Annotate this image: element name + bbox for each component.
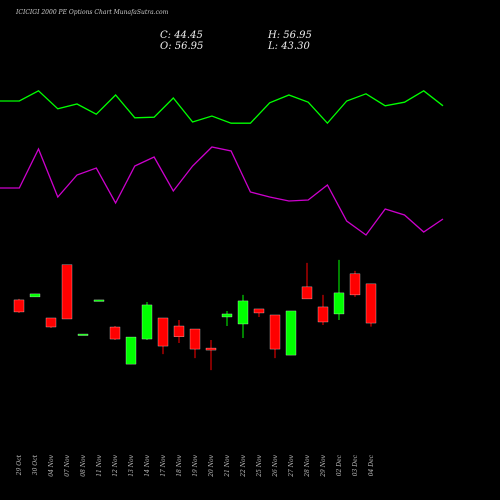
x-tick-label: 04 Dec	[368, 454, 375, 476]
x-tick-label: 04 Nov	[48, 454, 55, 476]
candle-body	[189, 328, 201, 350]
x-tick-label: 28 Nov	[304, 454, 311, 477]
candle-body	[109, 326, 121, 340]
x-tick-label: 13 Nov	[128, 454, 135, 476]
x-tick-label: 20 Nov	[208, 454, 215, 477]
x-tick-label: 25 Nov	[256, 454, 263, 477]
candle-body	[205, 347, 217, 351]
x-tick-label: 14 Nov	[144, 454, 151, 476]
x-tick-label: 21 Nov	[224, 454, 231, 477]
low-label: L: 43.30	[267, 41, 310, 52]
x-tick-label: 12 Nov	[112, 454, 119, 476]
x-tick-label: 18 Nov	[176, 454, 183, 476]
candle-body	[125, 336, 137, 365]
candle-body	[301, 286, 313, 300]
x-tick-label: 29 Nov	[320, 454, 327, 477]
candle-body	[317, 306, 329, 323]
x-tick-label: 19 Nov	[192, 454, 199, 476]
candle-body	[237, 300, 249, 325]
x-tick-label: 02 Dec	[336, 454, 343, 476]
candle-body	[349, 273, 361, 296]
x-tick-label: 29 Oct	[16, 454, 23, 476]
indicator-line	[0, 90, 444, 125]
x-tick-label: 26 Nov	[272, 454, 279, 477]
candle-body	[365, 283, 377, 324]
x-tick-label: 17 Nov	[160, 454, 167, 476]
x-tick-label: 03 Dec	[352, 454, 359, 476]
x-tick-label: 22 Nov	[240, 454, 247, 477]
candle-body	[45, 317, 57, 328]
open-label: O: 56.95	[160, 41, 203, 52]
x-tick-label: 07 Nov	[64, 454, 71, 476]
candle-body	[253, 308, 265, 314]
candle-body	[157, 317, 169, 347]
x-tick-label: 11 Nov	[96, 454, 103, 476]
high-label: H: 56.95	[267, 30, 312, 41]
candle-body	[141, 304, 153, 340]
candle-body	[269, 314, 281, 350]
chart-title: ICICIGI 2000 PE Options Chart MunafaSutr…	[15, 9, 169, 16]
candle-body	[77, 333, 89, 336]
x-tick-label: 27 Nov	[288, 454, 295, 477]
candle-body	[93, 299, 105, 302]
candle-body	[29, 293, 41, 298]
x-tick-label: 08 Nov	[80, 454, 87, 476]
candle-body	[13, 299, 25, 313]
candle-body	[221, 313, 233, 318]
candle-body	[61, 264, 73, 320]
candle-body	[333, 292, 345, 315]
indicator-line	[0, 146, 444, 236]
close-label: C: 44.45	[160, 30, 203, 41]
candle-body	[173, 325, 185, 337]
candle-body	[285, 310, 297, 356]
x-tick-label: 30 Oct	[32, 454, 39, 475]
